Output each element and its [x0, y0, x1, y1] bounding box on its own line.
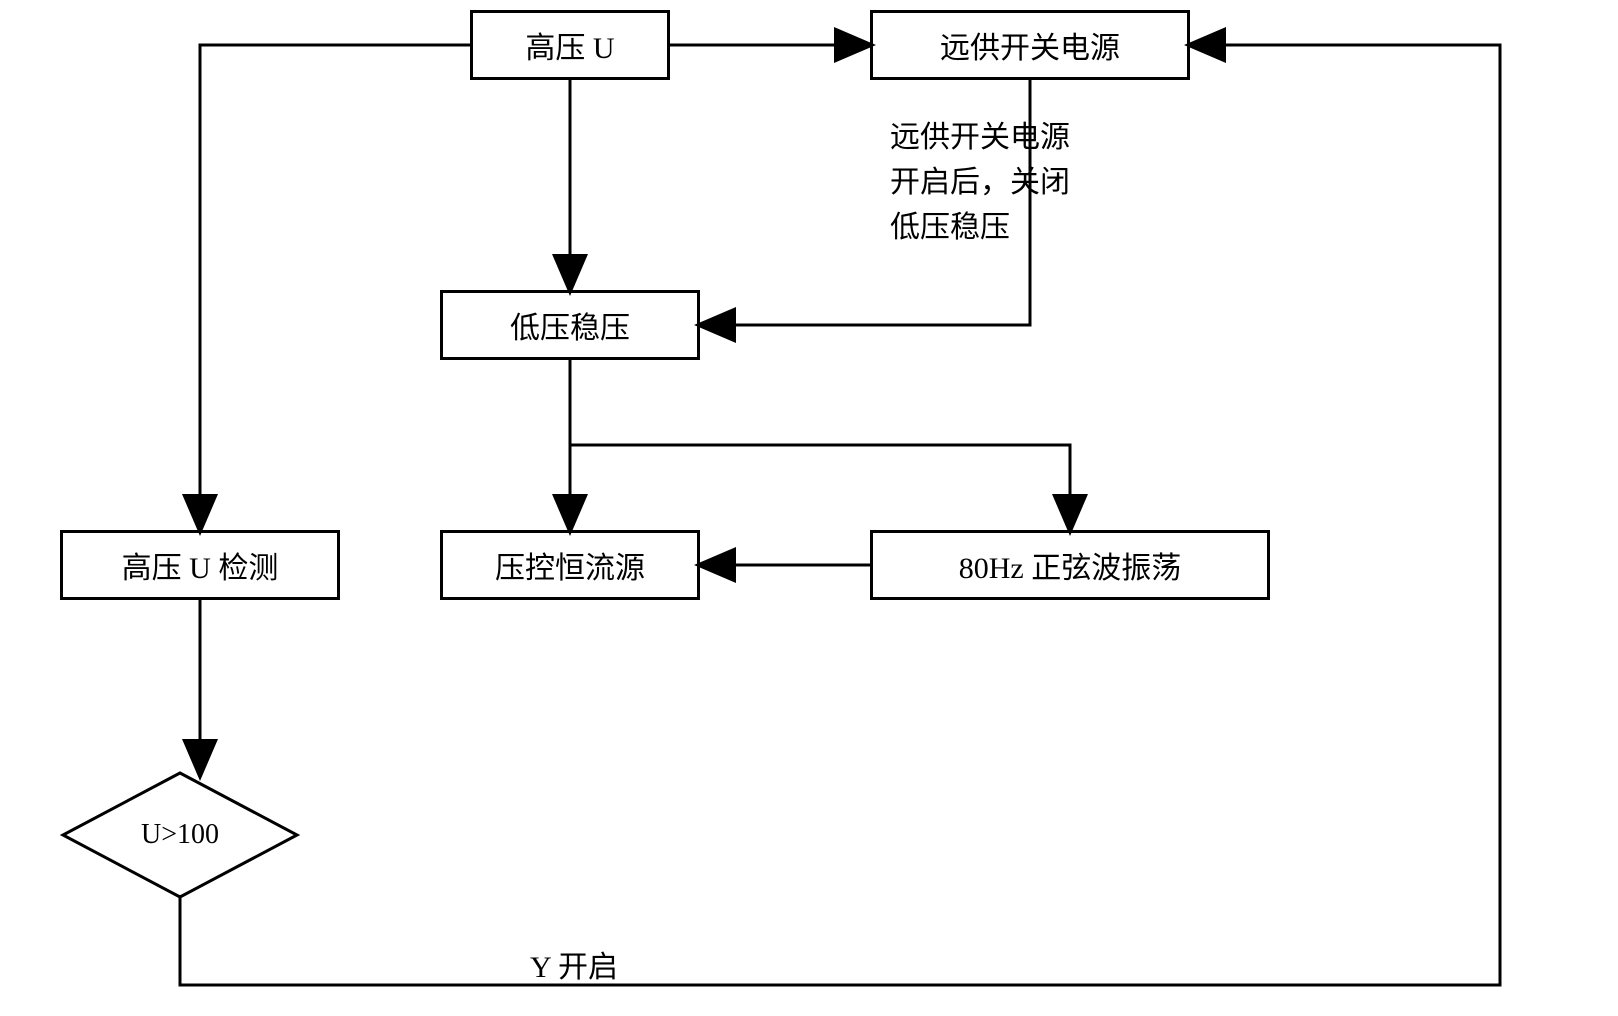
node-label: 压控恒流源 [495, 543, 645, 587]
node-label: 高压 U 检测 [122, 543, 279, 587]
node-label: U>100 [141, 819, 219, 851]
node-label: 80Hz 正弦波振荡 [959, 543, 1181, 587]
node-80hz-sine-oscillator: 80Hz 正弦波振荡 [870, 530, 1270, 600]
node-voltage-controlled-current-source: 压控恒流源 [440, 530, 700, 600]
annotation-y-open: Y 开启 [530, 945, 618, 990]
node-low-voltage-regulator: 低压稳压 [440, 290, 700, 360]
node-label: 远供开关电源 [940, 23, 1120, 67]
node-remote-switch-power: 远供开关电源 [870, 10, 1190, 80]
annotation-line: 低压稳压 [890, 205, 1070, 250]
node-high-voltage-detect: 高压 U 检测 [60, 530, 340, 600]
annotation-line: 开启后，关闭 [890, 160, 1070, 205]
annotation-close-low-reg: 远供开关电源 开启后，关闭 低压稳压 [890, 115, 1070, 250]
node-label: 高压 U [525, 23, 614, 67]
annotation-text: Y 开启 [530, 951, 618, 984]
annotation-line: 远供开关电源 [890, 115, 1070, 160]
flowchart-canvas: 高压 U 远供开关电源 低压稳压 压控恒流源 80Hz 正弦波振荡 高压 U 检… [0, 0, 1618, 1016]
node-high-voltage-u: 高压 U [470, 10, 670, 80]
node-label: 低压稳压 [510, 303, 630, 347]
node-decision-u-gt-100: U>100 [60, 770, 300, 900]
